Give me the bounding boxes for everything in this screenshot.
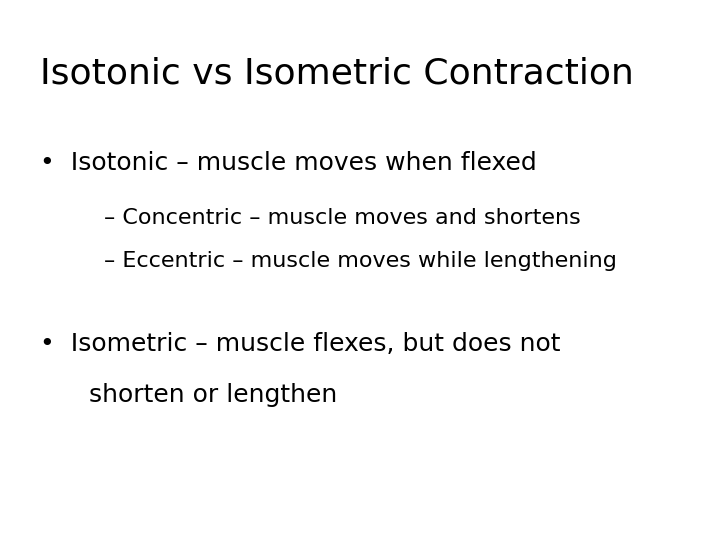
Text: Isotonic vs Isometric Contraction: Isotonic vs Isometric Contraction [40, 57, 634, 91]
Text: •  Isotonic – muscle moves when flexed: • Isotonic – muscle moves when flexed [40, 151, 536, 175]
Text: – Concentric – muscle moves and shortens: – Concentric – muscle moves and shortens [104, 208, 581, 228]
Text: shorten or lengthen: shorten or lengthen [89, 383, 337, 407]
Text: •  Isometric – muscle flexes, but does not: • Isometric – muscle flexes, but does no… [40, 332, 560, 356]
Text: – Eccentric – muscle moves while lengthening: – Eccentric – muscle moves while lengthe… [104, 251, 617, 271]
